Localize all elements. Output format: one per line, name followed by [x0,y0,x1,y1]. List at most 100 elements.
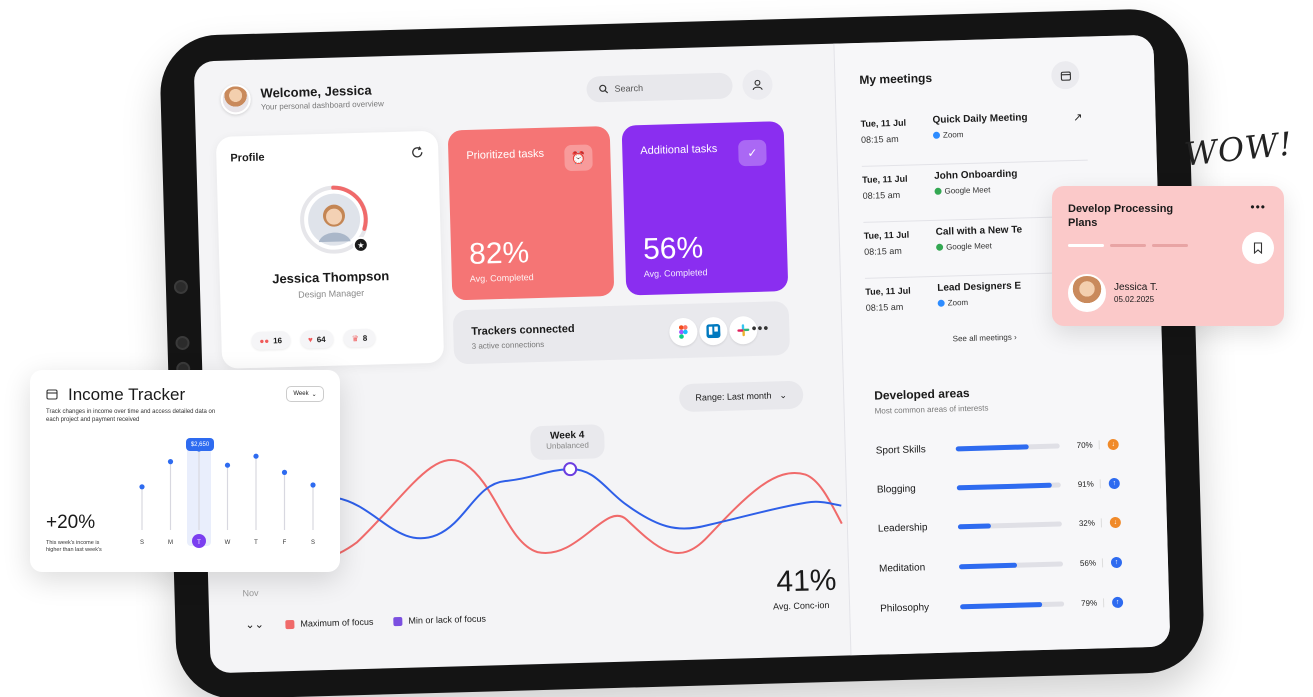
sensor-dot [175,335,190,351]
arrow-up-right-icon[interactable]: ↗ [1073,111,1083,124]
day-point[interactable] [224,462,231,468]
prioritized-tasks-card[interactable]: Prioritized tasks ⏰ 82% Avg. Completed [447,125,615,301]
period-dropdown[interactable]: Week ⌄ [286,386,324,402]
user-button[interactable] [742,69,773,101]
stat-likes[interactable]: ♥ 64 [299,329,334,349]
progress-segment [1152,244,1188,247]
area-label: Sport Skills [875,443,926,457]
heart-icon: ♥ [307,334,313,344]
more-icon[interactable]: ••• [1250,200,1266,214]
search-input[interactable]: Search [586,72,733,103]
day-point[interactable] [167,459,174,465]
platform-label: Google Meet [944,185,991,196]
stat-awards[interactable]: ♛ 8 [343,328,376,348]
meeting-time: 08:15 am [860,133,899,145]
bookmark-button[interactable] [1242,232,1274,264]
day-label[interactable]: T [197,540,201,546]
chart-marker [563,462,578,477]
platform-label: Google Meet [945,241,993,252]
day-point[interactable] [281,469,288,475]
area-row[interactable]: Leadership 32% ↓ [878,512,1128,539]
developed-areas-title: Developed areas [874,385,970,403]
income-title: Income Tracker [68,385,186,404]
tile-title: Additional tasks [640,142,718,158]
day-point[interactable] [253,453,259,459]
profile-title: Profile [230,151,265,165]
meeting-platform: Zoom [932,130,964,140]
task-progress [1068,244,1188,247]
day-label[interactable]: M [168,540,173,546]
tracker-apps [668,315,758,347]
meeting-name: Call with a New Te [935,224,1023,238]
tile-value: 82% [468,236,530,271]
area-row[interactable]: Blogging 91% ↑ [877,473,1127,500]
right-panel: My meetings Tue, 11 Jul 08:15 am Quick D… [833,34,1171,656]
see-all-label: See all meetings [952,332,1012,344]
figma-icon[interactable] [668,317,698,347]
camera-dot [173,279,189,295]
meeting-time: 08:15 am [862,189,901,201]
task-card[interactable]: Develop Processing Plans ••• Jessica T. … [1052,186,1284,326]
avg-concentration-label: Avg. Conc-ion [772,599,830,612]
area-percent: 70% [1059,439,1100,450]
area-row[interactable]: Meditation 56% ↑ [879,552,1129,579]
chevron-down-icon: ⌄ [311,391,317,398]
user-icon [752,79,763,91]
task-title: Develop Processing Plans [1068,203,1174,229]
day-label[interactable]: S [311,540,315,546]
income-change: +20% [46,512,96,533]
day-label[interactable]: W [225,540,231,546]
day-label[interactable]: S [140,540,144,546]
series-max-focus [205,458,843,562]
see-all-meetings-link[interactable]: See all meetings › [953,333,1017,344]
more-icon[interactable]: ••• [751,319,770,337]
area-row[interactable]: Sport Skills 70% ↓ [875,434,1125,461]
meeting-item[interactable]: Tue, 11 Jul 08:15 am Quick Daily Meeting… [860,104,1088,167]
trackers-subtitle: 3 active connections [471,339,545,351]
trophy-icon: ♛ [351,333,359,343]
day-point[interactable] [310,482,316,488]
period-label: Week [293,391,309,397]
avatar[interactable] [220,83,252,115]
stat-followers[interactable]: ●● 16 [251,330,291,351]
task-date: 05.02.2025 [1114,295,1155,304]
calendar-button[interactable] [1050,60,1080,90]
avatar [1068,274,1106,312]
tile-title: Prioritized tasks [466,147,545,162]
trello-icon[interactable] [698,316,728,346]
range-dropdown[interactable]: Range: Last month ⌄ [678,380,804,413]
chevron-right-icon: › [1013,332,1017,342]
area-progress-bar [956,481,1061,490]
search-placeholder: Search [614,82,644,94]
legend-label: Maximum of focus [300,616,374,629]
stat-value: 8 [362,333,368,343]
week-indicator[interactable]: Week 4 Unbalanced [529,424,605,461]
welcome-header: Welcome, Jessica Your personal dashboard… [220,80,384,115]
search-icon [599,84,609,94]
google-meet-icon [936,243,944,251]
day-label[interactable]: T [254,540,258,546]
legend-item: Min or lack of focus [393,614,486,627]
assignee-name: Jessica T. [1114,282,1158,293]
day-label[interactable]: F [283,540,287,546]
slack-icon[interactable] [728,315,758,345]
day-point[interactable] [139,484,145,490]
dashboard-screen: Welcome, Jessica Your personal dashboard… [193,34,1171,674]
profile-photo [300,185,369,254]
wow-annotation: WOW! [1182,124,1295,174]
task-assignee: Jessica T. 05.02.2025 [1068,274,1158,312]
month-label: Nov [242,587,259,599]
double-chevron-icon[interactable]: ⌄⌄ [245,618,265,632]
legend-swatch [393,616,403,626]
refresh-icon[interactable] [410,145,424,159]
platform-label: Zoom [942,130,964,140]
meeting-date: Tue, 11 Jul [862,173,908,185]
area-progress-fill [956,482,1052,490]
arrow-down-icon: ↓ [1109,516,1122,528]
area-row[interactable]: Philosophy 79% ↑ [880,592,1130,619]
legend-label: Min or lack of focus [408,613,487,626]
profile-name: Jessica Thompson [272,268,390,287]
additional-tasks-card[interactable]: Additional tasks ✓ 56% Avg. Completed [621,121,789,296]
